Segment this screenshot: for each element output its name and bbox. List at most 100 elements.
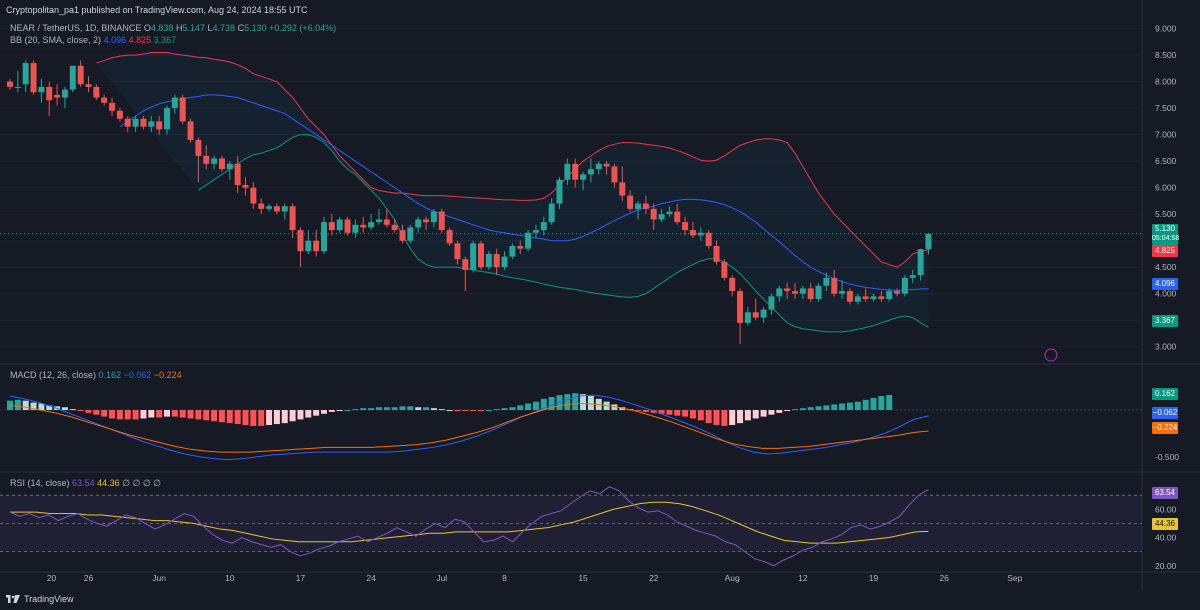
rsi-ma-value: 44.36 <box>97 478 120 488</box>
macd-hist-bar <box>548 396 555 411</box>
candle-body <box>375 219 382 223</box>
symbol-name[interactable]: NEAR / TetherUS, 1D, BINANCE <box>10 23 142 33</box>
macd-hist-bar <box>328 410 335 412</box>
macd-hist-bar <box>140 410 147 419</box>
time-tick-label: 24 <box>366 573 376 583</box>
macd-hist-label: 0.162 <box>1152 388 1178 400</box>
candle-body <box>776 288 783 297</box>
macd-hist-bar <box>744 410 751 421</box>
macd-hist-bar <box>297 410 304 420</box>
macd-hist-bar <box>360 408 367 411</box>
macd-hist-bar <box>234 410 241 425</box>
candle-body <box>540 222 547 231</box>
candle-body <box>587 169 594 175</box>
macd-hist-bar <box>258 410 265 426</box>
ohlc-low-label: L <box>207 23 213 33</box>
macd-hist-bar <box>250 410 257 426</box>
candle-body <box>391 224 398 231</box>
candle-body <box>156 121 163 130</box>
candle-body <box>38 86 45 93</box>
candle-body <box>242 185 249 188</box>
candle-body <box>823 277 830 286</box>
candle-body <box>525 232 532 249</box>
candle-body <box>61 89 68 98</box>
candle-body <box>258 203 265 209</box>
candle-body <box>799 288 806 294</box>
rsi-extra: ∅ ∅ ∅ ∅ <box>122 478 162 488</box>
macd-hist-bar <box>148 410 155 418</box>
candle-body <box>729 277 736 292</box>
macd-hist-bar <box>564 394 571 411</box>
candle-body <box>642 203 649 209</box>
macd-signal-label: −0.224 <box>1152 422 1178 434</box>
candle-body <box>140 118 147 127</box>
candle-body <box>509 246 516 257</box>
price-tick-label: 7.000 <box>1155 130 1177 140</box>
candle-body <box>870 296 877 300</box>
ohlc-low: 4.738 <box>212 23 236 33</box>
bb-lower-line <box>198 134 929 333</box>
candle-body <box>179 97 186 122</box>
candle-body <box>752 312 759 318</box>
macd-hist-bar <box>846 402 853 411</box>
macd-hist-bar <box>580 394 587 411</box>
macd-hist-bar <box>768 410 775 415</box>
rsi-label-tag: 63.54 <box>1152 487 1178 499</box>
macd-hist-bar <box>46 405 53 411</box>
candle-body <box>383 219 390 225</box>
macd-hist-bar <box>839 403 846 411</box>
candle-body <box>682 222 689 231</box>
candle-body <box>344 219 351 233</box>
candle-body <box>517 246 524 249</box>
macd-label[interactable]: MACD (12, 26, close) <box>10 370 97 380</box>
macd-hist-bar <box>587 396 594 411</box>
footer-brand[interactable]: TradingView <box>24 594 74 604</box>
time-tick-label: Jun <box>152 573 166 583</box>
candle-body <box>273 206 280 212</box>
alert-bolt-icon <box>1044 348 1058 362</box>
macd-hist-bar <box>454 410 461 412</box>
macd-hist-bar <box>368 408 375 411</box>
candle-body <box>462 259 469 270</box>
macd-hist-bar <box>187 410 194 419</box>
bb-label[interactable]: BB (20, SMA, close, 2) <box>10 35 102 45</box>
macd-hist-bar <box>22 400 29 411</box>
candle-body <box>532 230 539 233</box>
time-tick-label: 8 <box>502 573 507 583</box>
candle-body <box>917 249 924 276</box>
candle-body <box>784 288 791 292</box>
macd-hist-bar <box>650 410 657 413</box>
candle-body <box>627 195 634 209</box>
rsi-label[interactable]: RSI (14, close) <box>10 478 70 488</box>
candle-body <box>658 214 665 220</box>
candle-body <box>101 97 108 103</box>
ohlc-open-label: O <box>143 23 151 33</box>
candle-body <box>556 179 563 204</box>
rsi-tick-label: 60.00 <box>1155 504 1177 514</box>
macd-hist-bar <box>321 410 327 414</box>
macd-hist-bar <box>831 404 838 411</box>
candle-body <box>470 243 477 270</box>
macd-hist-bar <box>69 409 76 411</box>
ohlc-high: 5.147 <box>182 23 205 33</box>
macd-hist-bar <box>729 410 736 425</box>
macd-hist-bar <box>721 410 728 426</box>
macd-hist-bar <box>446 410 453 412</box>
macd-hist-bar <box>352 409 359 411</box>
candle-body <box>54 94 61 98</box>
time-tick-label: Sep <box>1007 573 1022 583</box>
macd-hist-bar <box>171 410 178 417</box>
candle-body <box>901 277 908 294</box>
candle-body <box>297 230 304 252</box>
macd-hist-bar <box>116 410 123 420</box>
macd-hist-bar <box>407 406 414 411</box>
time-tick-label: Aug <box>725 573 740 583</box>
macd-hist-bar <box>195 410 202 420</box>
macd-hist-bar <box>635 410 641 412</box>
candle-body <box>430 211 437 223</box>
candle-body <box>674 211 681 223</box>
macd-hist-bar <box>697 410 704 421</box>
candle-body <box>14 86 21 88</box>
candle-body <box>478 243 484 268</box>
macd-line-label: −0.062 <box>1152 407 1178 419</box>
